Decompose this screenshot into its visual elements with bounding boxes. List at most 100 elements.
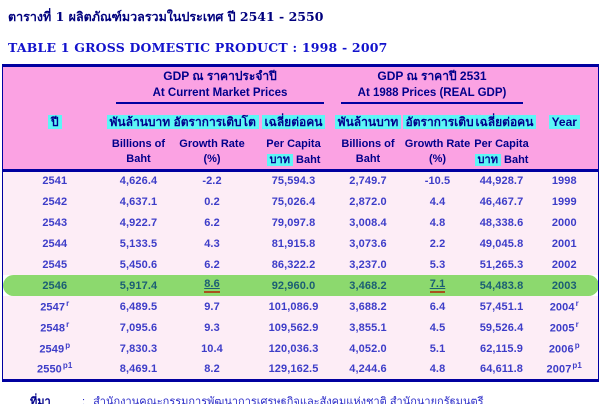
table-cell: 2546	[2, 275, 107, 296]
table-cell: 44,928.7	[472, 170, 531, 191]
table-cell: 9.3	[170, 317, 254, 338]
table-cell: 46,467.7	[472, 191, 531, 212]
table-cell: 10.4	[170, 338, 254, 359]
table-cell: 2544	[2, 233, 107, 254]
table-cell: 48,338.6	[472, 212, 531, 233]
table-title-thai: ตารางที่ 1 ผลิตภัณฑ์มวลรวมในประเทศ ปี 25…	[8, 9, 324, 24]
table-cell: 9.7	[170, 296, 254, 317]
table-cell: 4.8	[402, 212, 473, 233]
table-cell: 49,045.8	[472, 233, 531, 254]
table-cell: 62,115.9	[472, 338, 531, 359]
table-cell: 4.5	[402, 317, 473, 338]
table-cell: 3,688.2	[333, 296, 403, 317]
col-subheader-bahtunit-1: บาท Baht	[253, 150, 334, 170]
col-subheader-pct-2: (%)	[402, 150, 473, 170]
table-row: 2545 5,450.6 6.2 86,322.2 3,237.0 5.3 51,265.3…	[2, 254, 599, 275]
table-row: 2549p 7,830.3 10.4 120,036.3 4,052.0 5.1 62,11…	[2, 338, 599, 359]
table-cell: 8.2	[170, 359, 254, 380]
header-spacer	[530, 65, 599, 87]
table-cell: 4,637.1	[106, 191, 171, 212]
table-row: 2543 4,922.7 6.2 79,097.8 3,008.4 4.8 48,338.6…	[2, 212, 599, 233]
table-cell: 6.2	[170, 212, 254, 233]
col-subheader-bahtunit-2: บาท Baht	[472, 150, 531, 170]
header-spacer	[530, 133, 599, 150]
col-header-percap-en-2: Per Capita	[472, 133, 531, 150]
col-subheader-pct-1: (%)	[170, 150, 254, 170]
table-row: 2544 5,133.5 4.3 81,915.8 3,073.6 2.2 49,045.8…	[2, 233, 599, 254]
table-cell: 4,626.4	[106, 170, 171, 191]
table-cell: 2001	[530, 233, 599, 254]
table-cell: 2549p	[2, 338, 107, 359]
table-row: 2546 5,917.4 8.6 92,960.0 3,468.2 7.1 54,483.8…	[2, 275, 599, 296]
table-cell: 64,611.8	[472, 359, 531, 380]
table-cell: 4,922.7	[106, 212, 171, 233]
source-note: ที่มา: สำนักงานคณะกรรมการพัฒนาการเศรษฐกิจ…	[30, 392, 600, 404]
table-cell: 2550p1	[2, 359, 107, 380]
source-colon: :	[82, 395, 86, 404]
table-cell: 3,008.4	[333, 212, 403, 233]
table-cell: 109,562.9	[253, 317, 334, 338]
gdp-table: GDP ณ ราคาประจำปี GDP ณ ราคาปี 2531 At C…	[2, 64, 600, 382]
table-cell: 101,086.9	[253, 296, 334, 317]
col-header-year-ad: Year	[530, 111, 599, 133]
header-spacer	[530, 150, 599, 170]
table-cell: 81,915.8	[253, 233, 334, 254]
table-cell: 79,097.8	[253, 212, 334, 233]
table-cell: 4,052.0	[333, 338, 403, 359]
table-cell: 51,265.3	[472, 254, 531, 275]
col-subheader-baht-2: Baht	[333, 150, 403, 170]
table-cell: 75,594.3	[253, 170, 334, 191]
table-header: GDP ณ ราคาประจำปี GDP ณ ราคาปี 2531 At C…	[2, 65, 599, 170]
group2-title-english: At 1988 Prices (REAL GDP)	[333, 87, 531, 111]
col-header-billions-en-1: Billions of	[106, 133, 171, 150]
table-cell: 1998	[530, 170, 599, 191]
table-cell: 92,960.0	[253, 275, 334, 296]
table-cell: 129,162.5	[253, 359, 334, 380]
header-spacer	[2, 65, 107, 87]
table-cell: 0.2	[170, 191, 254, 212]
table-cell: 6,489.5	[106, 296, 171, 317]
table-cell: 59,526.4	[472, 317, 531, 338]
group1-title-thai: GDP ณ ราคาประจำปี	[106, 65, 334, 87]
col-header-growth-en-1: Growth Rate	[170, 133, 254, 150]
table-cell: 2006p	[530, 338, 599, 359]
table-cell: 7,830.3	[106, 338, 171, 359]
header-spacer	[2, 150, 107, 170]
table-cell: 2.2	[402, 233, 473, 254]
table-cell: 2543	[2, 212, 107, 233]
table-cell: 4,244.6	[333, 359, 403, 380]
table-cell: 2,749.7	[333, 170, 403, 191]
table-body: 2541 4,626.4 -2.2 75,594.3 2,749.7 -10.5 44,92…	[2, 170, 599, 380]
table-row: 2542 4,637.1 0.2 75,026.4 2,872.0 4.4 46,467.7…	[2, 191, 599, 212]
table-cell: 6.2	[170, 254, 254, 275]
table-cell: 2541	[2, 170, 107, 191]
table-cell: 2545	[2, 254, 107, 275]
group1-title-english: At Current Market Prices	[106, 87, 334, 111]
table-cell: 2002	[530, 254, 599, 275]
col-header-year-be: ปี	[2, 111, 107, 133]
col-header-billions-thai-1: พันล้านบาท	[106, 111, 174, 133]
table-cell: 8.6	[170, 275, 254, 296]
table-cell: 2004r	[530, 296, 599, 317]
table-cell: 57,451.1	[472, 296, 531, 317]
header-spacer	[2, 133, 107, 150]
table-cell: 86,322.2	[253, 254, 334, 275]
table-cell: 6.4	[402, 296, 473, 317]
table-cell: 3,237.0	[333, 254, 403, 275]
table-row: 2547r 6,489.5 9.7 101,086.9 3,688.2 6.4 57,451…	[2, 296, 599, 317]
table-row: 2550p1 8,469.1 8.2 129,162.5 4,244.6 4.8 64,61…	[2, 359, 599, 380]
col-header-growth-en-2: Growth Rate	[402, 133, 473, 150]
table-cell: -10.5	[402, 170, 473, 191]
table-cell: 7,095.6	[106, 317, 171, 338]
source-text: สำนักงานคณะกรรมการพัฒนาการเศรษฐกิจและสัง…	[93, 395, 484, 404]
col-header-growth-thai-2: อัตราการเติบโต	[402, 111, 491, 133]
table-cell: 54,483.8	[472, 275, 531, 296]
table-cell: 2007p1	[530, 359, 599, 380]
table-cell: 5,450.6	[106, 254, 171, 275]
table-cell: 3,073.6	[333, 233, 403, 254]
table-cell: 7.1	[402, 275, 473, 296]
table-cell: 3,855.1	[333, 317, 403, 338]
header-spacer	[2, 87, 107, 111]
table-cell: 2005r	[530, 317, 599, 338]
